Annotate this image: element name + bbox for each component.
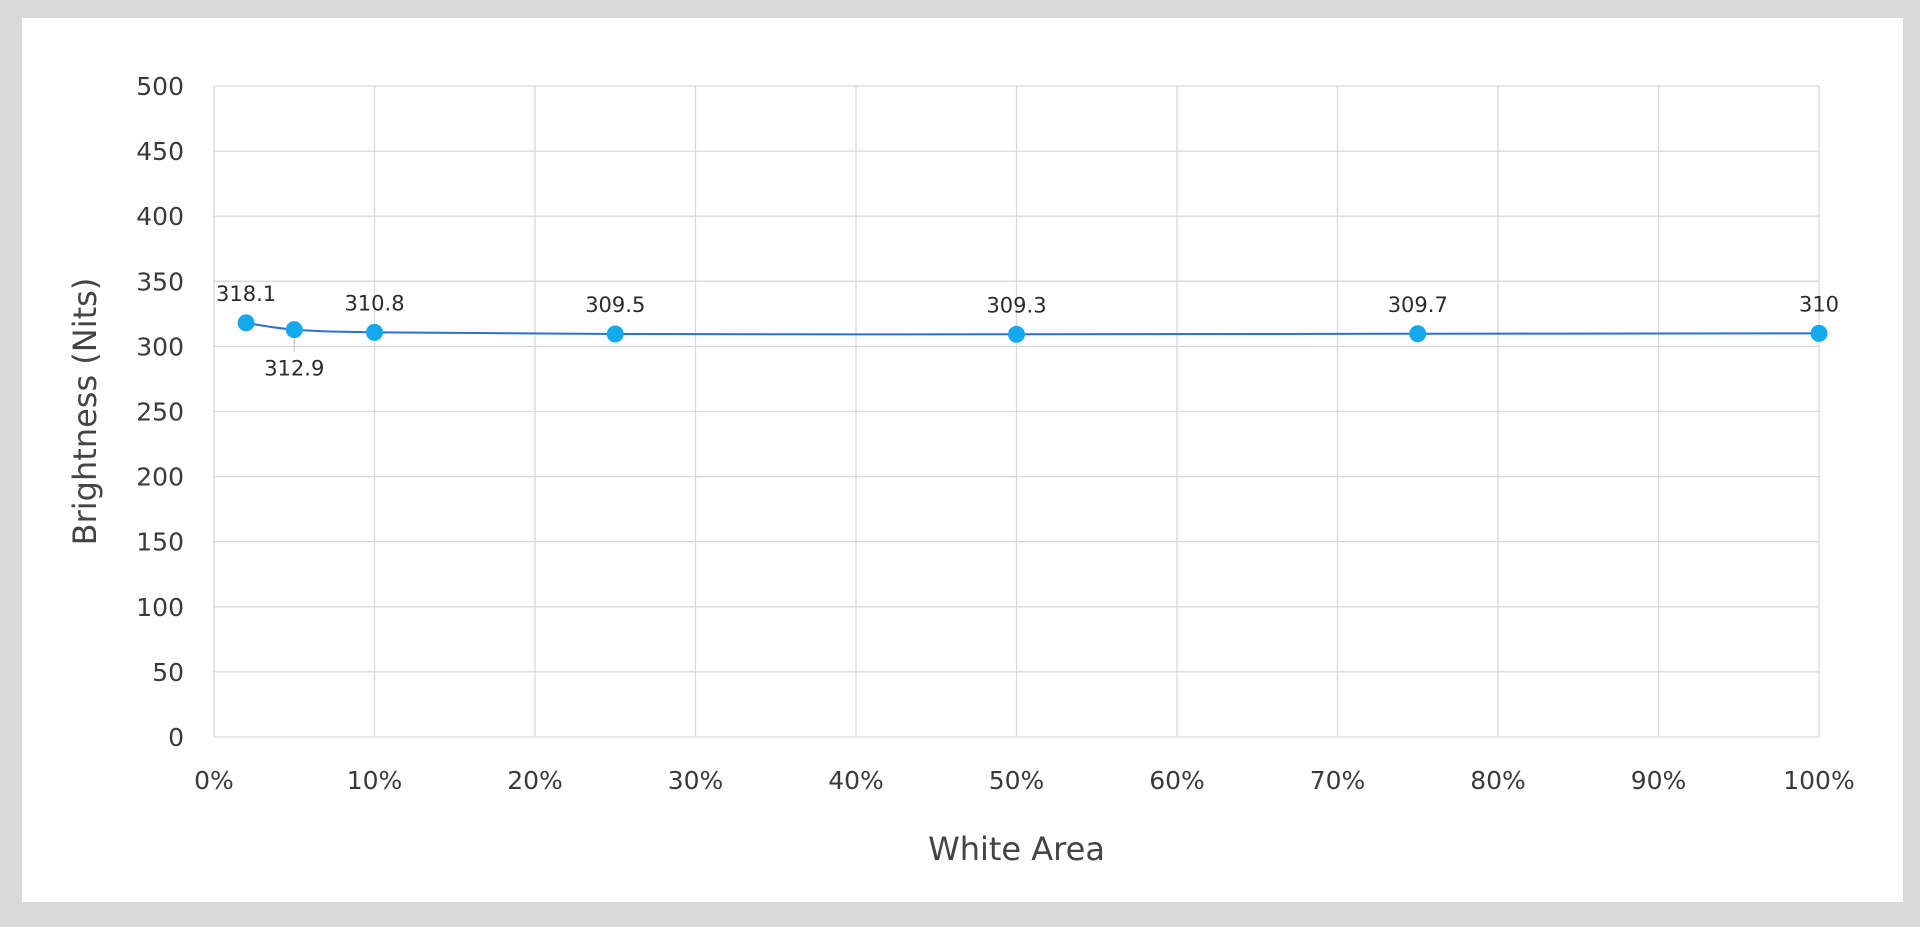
data-label: 310.8 (344, 291, 404, 315)
data-label: 309.3 (986, 293, 1046, 317)
x-tick-label: 100% (1783, 766, 1854, 795)
y-axis-ticks: 0 50 100 150 200 250 300 350 400 450 500 (136, 72, 184, 752)
data-labels: 318.1 312.9 310.8 309.5 309.3 309.7 310 (216, 282, 1839, 381)
y-tick-label: 0 (168, 723, 184, 752)
chart-frame: 0 50 100 150 200 250 300 350 400 450 500 0% 10% 20% 3… (22, 18, 1903, 902)
grid (213, 85, 1820, 738)
x-tick-label: 0% (194, 766, 234, 795)
y-tick-label: 150 (136, 528, 184, 557)
x-tick-label: 40% (828, 766, 884, 795)
data-label: 310 (1799, 292, 1839, 316)
data-label: 312.9 (264, 357, 324, 381)
y-axis-title: Brightness (Nits) (66, 278, 104, 546)
data-point (606, 325, 624, 343)
x-axis-title: White Area (928, 830, 1105, 868)
x-tick-label: 10% (347, 766, 403, 795)
x-axis-ticks: 0% 10% 20% 30% 40% 50% 60% 70% 80% 90% 100% (194, 766, 1855, 795)
x-tick-label: 60% (1149, 766, 1205, 795)
data-point (1409, 325, 1427, 343)
data-point (1008, 325, 1025, 343)
y-tick-label: 300 (136, 332, 184, 361)
data-point (366, 323, 383, 341)
y-tick-label: 100 (136, 593, 184, 622)
x-tick-label: 30% (668, 766, 724, 795)
y-tick-label: 50 (152, 658, 184, 687)
data-label: 318.1 (216, 282, 276, 306)
data-label: 309.7 (1388, 293, 1448, 317)
data-point (1810, 324, 1828, 342)
line-chart: 0 50 100 150 200 250 300 350 400 450 500 0% 10% 20% 3… (66, 72, 1855, 868)
y-tick-label: 350 (136, 267, 184, 296)
y-tick-label: 250 (136, 398, 184, 427)
series-line (245, 321, 1820, 336)
series (237, 314, 1828, 343)
y-tick-label: 200 (136, 463, 184, 492)
x-tick-label: 20% (507, 766, 563, 795)
y-tick-label: 450 (136, 137, 184, 166)
x-tick-label: 80% (1470, 766, 1526, 795)
data-label: 309.5 (585, 293, 645, 317)
data-point (285, 321, 303, 339)
x-tick-label: 70% (1310, 766, 1366, 795)
y-tick-label: 500 (136, 72, 184, 101)
y-tick-label: 400 (136, 202, 184, 231)
data-point (237, 314, 255, 332)
x-tick-label: 90% (1631, 766, 1687, 795)
x-tick-label: 50% (989, 766, 1045, 795)
